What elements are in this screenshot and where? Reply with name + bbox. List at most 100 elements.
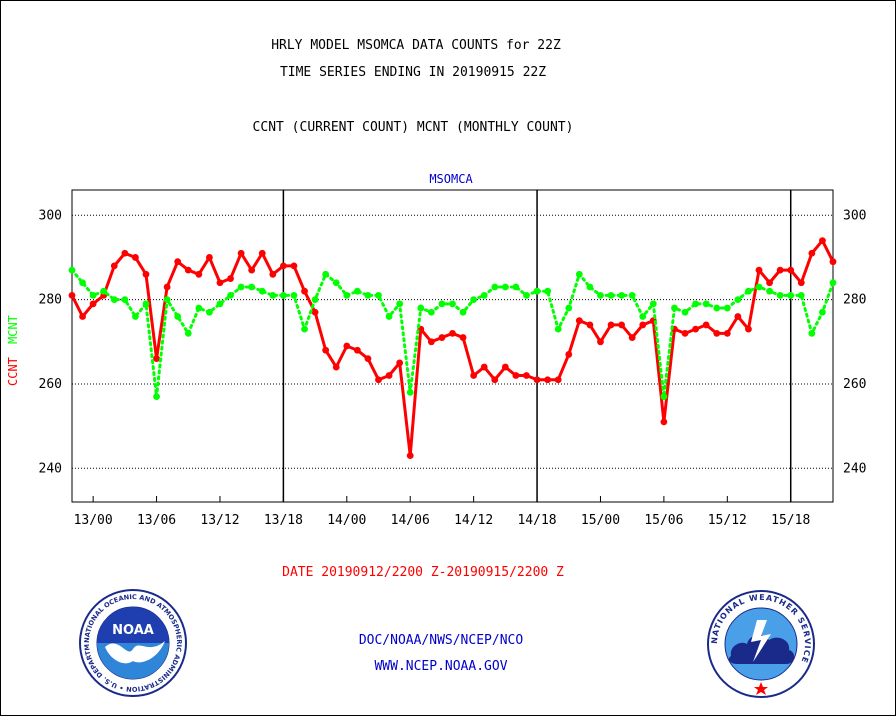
date-range: DATE 20190912/2200 Z-20190915/2200 Z bbox=[282, 565, 564, 580]
ccnt-point bbox=[153, 355, 160, 363]
mcnt-point bbox=[216, 300, 224, 308]
mcnt-point bbox=[554, 325, 562, 333]
mcnt-point bbox=[501, 283, 509, 291]
ccnt-point bbox=[523, 372, 530, 379]
ccnt-point bbox=[533, 376, 541, 384]
ccnt-point bbox=[279, 262, 287, 270]
ccnt-point bbox=[68, 292, 76, 299]
ccnt-point bbox=[470, 372, 478, 379]
mcnt-point bbox=[269, 292, 277, 299]
ccnt-point bbox=[142, 270, 150, 278]
noaa-logo-icon: NATIONAL OCEANIC AND ATMOSPHERIC ADMINIS… bbox=[79, 589, 187, 697]
mcnt-point bbox=[734, 296, 742, 304]
mcnt-point bbox=[470, 296, 478, 304]
mcnt-point bbox=[639, 313, 647, 320]
ccnt-point bbox=[449, 329, 456, 337]
header-line-1: HRLY MODEL MSOMCA DATA COUNTS for 22Z bbox=[271, 38, 561, 53]
nws-logo-icon: NATIONAL WEATHER SERVICE bbox=[707, 590, 815, 698]
mcnt-point bbox=[364, 292, 372, 299]
mcnt-point bbox=[575, 270, 583, 278]
mcnt-point bbox=[449, 300, 456, 308]
y-tick-label-left: 260 bbox=[39, 377, 62, 392]
mcnt-point bbox=[89, 292, 97, 299]
mcnt-point bbox=[755, 283, 763, 291]
ccnt-point bbox=[776, 266, 784, 274]
mcnt-point bbox=[142, 300, 150, 308]
ccnt-point bbox=[258, 249, 266, 257]
ccnt-point bbox=[692, 325, 699, 333]
mcnt-point bbox=[565, 304, 573, 312]
ccnt-point bbox=[438, 334, 446, 341]
ccnt-point bbox=[195, 270, 203, 278]
mcnt-point bbox=[174, 313, 182, 320]
mcnt-point bbox=[512, 283, 520, 291]
y-tick-label-right: 300 bbox=[843, 208, 866, 223]
ccnt-point bbox=[301, 287, 308, 295]
mcnt-point bbox=[311, 296, 319, 304]
mcnt-point bbox=[628, 292, 636, 299]
ccnt-point bbox=[353, 346, 361, 354]
ccnt-point bbox=[702, 321, 710, 329]
ccnt-point bbox=[132, 254, 139, 261]
ccnt-point bbox=[248, 266, 256, 274]
mcnt-point bbox=[544, 287, 552, 295]
x-tick-label: 15/12 bbox=[708, 513, 747, 528]
mcnt-point bbox=[396, 300, 404, 308]
ccnt-point bbox=[745, 325, 752, 333]
chart-title: MSOMCA bbox=[429, 172, 473, 186]
ccnt-point bbox=[269, 270, 277, 278]
mcnt-point bbox=[491, 283, 499, 291]
ccnt-point bbox=[544, 376, 552, 384]
mcnt-point bbox=[417, 304, 425, 312]
mcnt-point bbox=[427, 308, 435, 316]
mcnt-point bbox=[132, 313, 139, 320]
ccnt-point bbox=[829, 258, 837, 266]
ccnt-point bbox=[163, 283, 171, 291]
mcnt-point bbox=[279, 292, 287, 299]
y-tick-label-right: 260 bbox=[843, 377, 866, 392]
ccnt-point bbox=[501, 363, 509, 371]
ccnt-point bbox=[512, 372, 520, 379]
mcnt-point bbox=[206, 308, 213, 316]
footer-url: WWW.NCEP.NOAA.GOV bbox=[374, 659, 508, 674]
x-tick-label: 15/18 bbox=[771, 513, 810, 528]
mcnt-point bbox=[586, 283, 594, 291]
ccnt-point bbox=[174, 258, 182, 266]
mcnt-point bbox=[713, 304, 721, 312]
ccnt-point bbox=[459, 334, 467, 341]
x-tick-label: 14/12 bbox=[454, 513, 493, 528]
mcnt-point bbox=[353, 287, 361, 295]
ccnt-point bbox=[322, 346, 330, 354]
mcnt-point bbox=[808, 329, 816, 337]
mcnt-point bbox=[692, 300, 699, 308]
ccnt-series-line bbox=[70, 239, 835, 458]
mcnt-point bbox=[301, 325, 308, 333]
mcnt-point bbox=[723, 304, 731, 312]
mcnt-point bbox=[258, 287, 266, 295]
ccnt-point bbox=[681, 329, 689, 337]
ccnt-point bbox=[385, 372, 393, 379]
header-line-2: TIME SERIES ENDING IN 20190915 22Z bbox=[279, 65, 547, 80]
mcnt-point bbox=[100, 287, 108, 295]
ccnt-point bbox=[237, 249, 245, 257]
mcnt-point bbox=[480, 292, 488, 299]
ccnt-point bbox=[227, 275, 234, 282]
ccnt-point bbox=[332, 363, 340, 371]
mcnt-point bbox=[290, 292, 298, 299]
mcnt-point bbox=[766, 287, 773, 295]
ccnt-point bbox=[639, 321, 647, 329]
mcnt-point bbox=[237, 283, 245, 291]
mcnt-point bbox=[819, 308, 826, 316]
mcnt-point bbox=[110, 296, 118, 304]
ccnt-point bbox=[797, 279, 805, 287]
ccnt-point bbox=[396, 359, 404, 367]
mcnt-point bbox=[184, 329, 192, 337]
x-tick-label: 13/18 bbox=[264, 513, 303, 528]
mcnt-point bbox=[121, 296, 129, 304]
ccnt-point bbox=[216, 279, 224, 287]
ccnt-point bbox=[121, 249, 129, 257]
ccnt-point bbox=[628, 334, 636, 341]
x-tick-label: 15/00 bbox=[581, 513, 620, 528]
ccnt-point bbox=[375, 376, 382, 384]
y-tick-label-left: 240 bbox=[39, 461, 62, 476]
